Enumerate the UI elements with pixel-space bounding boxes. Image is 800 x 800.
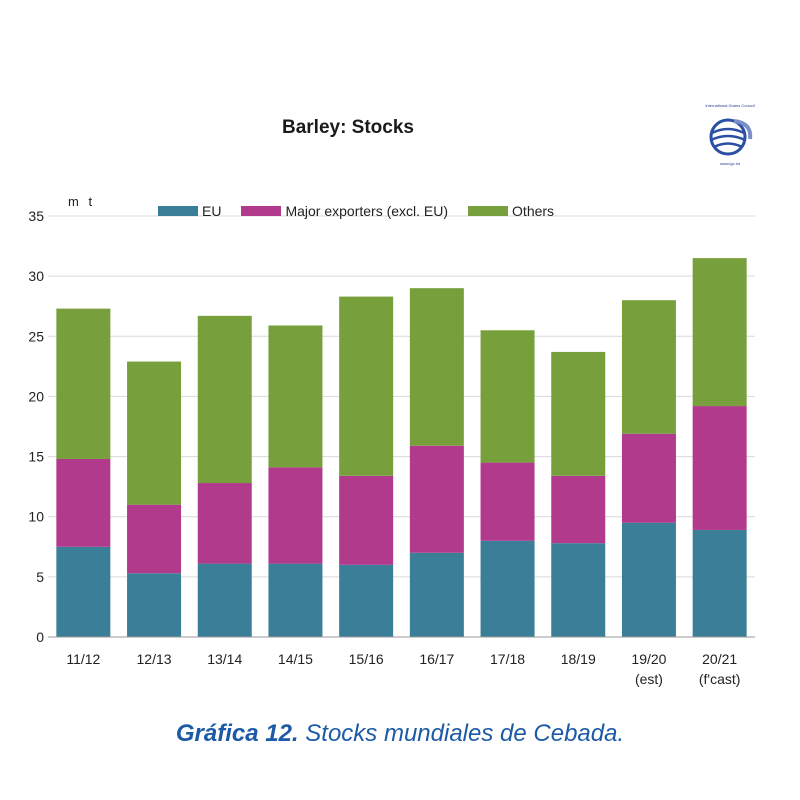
- bar-others-15-16: [339, 296, 394, 476]
- y-tick-label-30: 30: [28, 268, 44, 284]
- x-tick-label-20-21: 20/21: [702, 651, 737, 667]
- bar-major-exporters-excl-eu-11-12: [56, 458, 111, 547]
- x-tick-sublabel-19-20: (est): [635, 671, 663, 687]
- bar-eu-19-20: [621, 522, 676, 637]
- bar-major-exporters-excl-eu-12-13: [127, 504, 182, 574]
- logo-top-text: International Grains Council: [705, 103, 755, 108]
- y-tick-label-20: 20: [28, 388, 44, 404]
- y-tick-label-0: 0: [36, 629, 44, 645]
- bar-major-exporters-excl-eu-20-21: [692, 406, 747, 530]
- legend-item-major-exporters: Major exporters (excl. EU): [241, 203, 448, 219]
- bar-major-exporters-excl-eu-18-19: [551, 475, 606, 544]
- bar-eu-16-17: [409, 552, 464, 637]
- legend-swatch-major-exporters: [241, 206, 282, 216]
- bar-eu-18-19: [551, 543, 606, 637]
- y-tick-label-25: 25: [28, 328, 44, 344]
- bar-others-17-18: [480, 330, 535, 463]
- bar-major-exporters-excl-eu-13-14: [197, 483, 252, 564]
- bar-eu-17-18: [480, 540, 535, 637]
- bar-major-exporters-excl-eu-15-16: [339, 475, 394, 565]
- bar-major-exporters-excl-eu-16-17: [409, 445, 464, 553]
- bar-others-12-13: [127, 361, 182, 505]
- legend-swatch-eu: [158, 206, 198, 216]
- bar-eu-15-16: [339, 564, 394, 637]
- legend-label-eu: EU: [202, 203, 222, 219]
- bar-others-16-17: [409, 288, 464, 446]
- y-tick-label-35: 35: [28, 208, 44, 224]
- x-tick-label-16-17: 16/17: [419, 651, 454, 667]
- bar-major-exporters-excl-eu-14-15: [268, 467, 323, 564]
- bar-others-19-20: [621, 300, 676, 434]
- x-tick-label-15-16: 15/16: [349, 651, 384, 667]
- igc-logo: International Grains Council www.igc.int: [698, 103, 762, 169]
- bar-eu-14-15: [268, 563, 323, 637]
- bars: [56, 258, 747, 637]
- legend: EU Major exporters (excl. EU) Others: [158, 203, 574, 219]
- x-axis-ticks: 11/12 12/13 13/14 14/15 15/16 16/17 17/18 18/19…: [66, 651, 740, 687]
- legend-item-others: Others: [468, 203, 554, 219]
- bar-eu-20-21: [692, 529, 747, 637]
- bar-others-11-12: [56, 308, 111, 459]
- x-tick-label-18-19: 18/19: [561, 651, 596, 667]
- x-tick-label-14-15: 14/15: [278, 651, 313, 667]
- x-tick-label-13-14: 13/14: [207, 651, 242, 667]
- legend-label-others: Others: [512, 203, 555, 219]
- bar-others-14-15: [268, 325, 323, 468]
- x-tick-label-19-20: 19/20: [631, 651, 666, 667]
- caption-number: Gráfica 12.: [175, 720, 299, 747]
- bar-major-exporters-excl-eu-19-20: [621, 433, 676, 523]
- logo-bottom-text: www.igc.int: [719, 161, 740, 166]
- bar-eu-13-14: [197, 563, 252, 637]
- bar-others-20-21: [692, 258, 747, 407]
- x-tick-sublabel-20-21: (f'cast): [699, 671, 741, 687]
- figure-caption: Gráfica 12. Stocks mundiales de Cebada.: [0, 720, 800, 748]
- bar-others-18-19: [551, 351, 606, 476]
- y-axis-ticks: 0 5 10 15 20 25 30 35: [28, 208, 44, 645]
- bar-major-exporters-excl-eu-17-18: [480, 462, 535, 541]
- x-tick-label-11-12: 11/12: [66, 651, 100, 667]
- caption-text: Stocks mundiales de Cebada.: [298, 720, 625, 747]
- chart-title: Barley: Stocks: [281, 117, 414, 138]
- bar-eu-11-12: [56, 546, 111, 637]
- bar-others-13-14: [197, 315, 252, 484]
- bar-eu-12-13: [127, 573, 182, 637]
- igc-globe-icon: [709, 118, 753, 156]
- y-tick-label-5: 5: [36, 569, 44, 585]
- y-tick-label-15: 15: [28, 449, 44, 465]
- x-tick-label-12-13: 12/13: [137, 651, 172, 667]
- y-tick-label-10: 10: [28, 509, 44, 525]
- legend-item-eu: EU: [158, 203, 221, 219]
- x-tick-label-17-18: 17/18: [490, 651, 525, 667]
- legend-label-major-exporters: Major exporters (excl. EU): [285, 203, 449, 219]
- legend-swatch-others: [468, 206, 509, 216]
- y-unit-label: m t: [68, 194, 96, 209]
